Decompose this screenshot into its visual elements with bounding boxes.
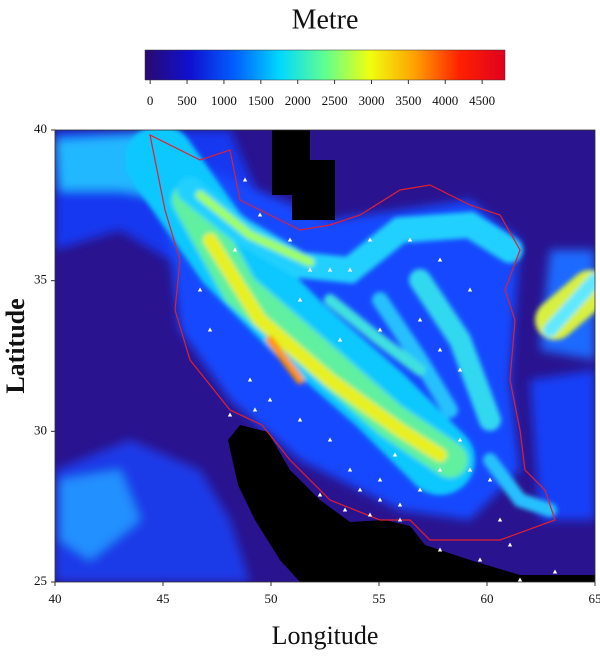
station-marker xyxy=(437,547,443,552)
colorbar-tick-label: 3000 xyxy=(358,93,384,108)
station-marker xyxy=(467,467,473,472)
elevation-map xyxy=(55,130,595,582)
y-tick-label: 35 xyxy=(34,272,47,287)
station-marker xyxy=(377,477,383,482)
station-marker xyxy=(297,297,303,302)
station-marker xyxy=(437,467,443,472)
station-marker xyxy=(317,492,323,497)
station-marker xyxy=(507,542,513,547)
station-marker xyxy=(487,477,493,482)
x-tick-label: 65 xyxy=(589,591,600,606)
station-marker xyxy=(457,367,463,372)
x-tick-label: 60 xyxy=(481,591,494,606)
colorbar-tick-label: 2000 xyxy=(285,93,311,108)
colorbar-tick-label: 1500 xyxy=(248,93,274,108)
x-tick-label: 50 xyxy=(265,591,278,606)
station-marker xyxy=(457,437,463,442)
x-tick-label: 40 xyxy=(49,591,62,606)
y-tick-label: 25 xyxy=(34,573,47,588)
station-marker xyxy=(357,487,363,492)
station-marker xyxy=(287,237,293,242)
station-marker xyxy=(437,347,443,352)
station-marker xyxy=(337,337,343,342)
colorbar-tick-label: 0 xyxy=(147,93,154,108)
station-marker xyxy=(207,327,213,332)
station-marker xyxy=(267,397,273,402)
station-marker xyxy=(367,512,373,517)
station-marker xyxy=(377,497,383,502)
station-marker xyxy=(227,412,233,417)
colorbar-tick-label: 4500 xyxy=(469,93,495,108)
plot-frame xyxy=(54,129,596,583)
station-marker xyxy=(342,507,348,512)
station-marker xyxy=(247,377,253,382)
station-marker xyxy=(467,287,473,292)
station-marker xyxy=(347,467,353,472)
station-marker xyxy=(197,287,203,292)
colorbar-tick-label: 1000 xyxy=(211,93,237,108)
station-marker xyxy=(242,177,248,182)
station-marker xyxy=(327,267,333,272)
x-tick-label: 45 xyxy=(157,591,170,606)
station-marker xyxy=(257,212,263,217)
station-marker xyxy=(477,557,483,562)
station-marker xyxy=(417,317,423,322)
station-marker xyxy=(407,237,413,242)
station-marker xyxy=(497,517,503,522)
colorbar-tick-label: 2500 xyxy=(322,93,348,108)
x-axis-label: Longitude xyxy=(272,621,379,650)
station-marker xyxy=(232,247,238,252)
station-marker xyxy=(377,327,383,332)
station-marker xyxy=(297,417,303,422)
station-marker xyxy=(392,452,398,457)
colorbar-tick-label: 500 xyxy=(177,93,197,108)
y-axis-label: Latitude xyxy=(1,298,30,393)
station-marker xyxy=(367,237,373,242)
station-marker xyxy=(552,569,558,574)
station-marker xyxy=(397,517,403,522)
colorbar xyxy=(144,49,506,81)
x-tick-label: 55 xyxy=(373,591,386,606)
y-tick-label: 30 xyxy=(34,422,47,437)
station-marker xyxy=(437,257,443,262)
station-marker xyxy=(327,437,333,442)
colorbar-title: Metre xyxy=(292,4,359,35)
station-marker xyxy=(252,407,258,412)
station-marker xyxy=(397,502,403,507)
y-tick-label: 40 xyxy=(34,121,47,136)
station-marker xyxy=(417,487,423,492)
station-marker xyxy=(517,577,523,582)
colorbar-tick-label: 3500 xyxy=(395,93,421,108)
station-marker xyxy=(347,267,353,272)
station-marker xyxy=(307,267,313,272)
colorbar-tick-label: 4000 xyxy=(432,93,458,108)
